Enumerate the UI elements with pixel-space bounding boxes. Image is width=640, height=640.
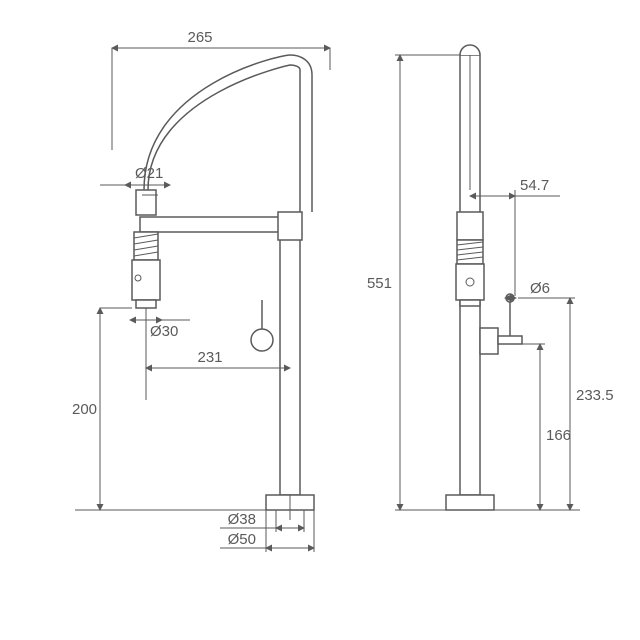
dim-lever-ball: Ø6	[530, 280, 550, 297]
dim-nozzle-dia: Ø30	[150, 323, 178, 340]
dim-lever-pivot-h: 166	[546, 427, 571, 444]
dim-clearance: 200	[72, 401, 97, 418]
dim-reach: 231	[197, 349, 222, 366]
dim-overall-h: 551	[367, 275, 392, 292]
dim-base-dia: Ø50	[228, 531, 256, 548]
dim-spout-dia: Ø21	[135, 165, 163, 182]
dim-base-hole: Ø38	[228, 511, 256, 528]
dim-arc-width: 265	[187, 29, 212, 46]
dim-lever-drop: 233.5	[576, 387, 614, 404]
dim-lever-offset: 54.7	[520, 177, 549, 194]
